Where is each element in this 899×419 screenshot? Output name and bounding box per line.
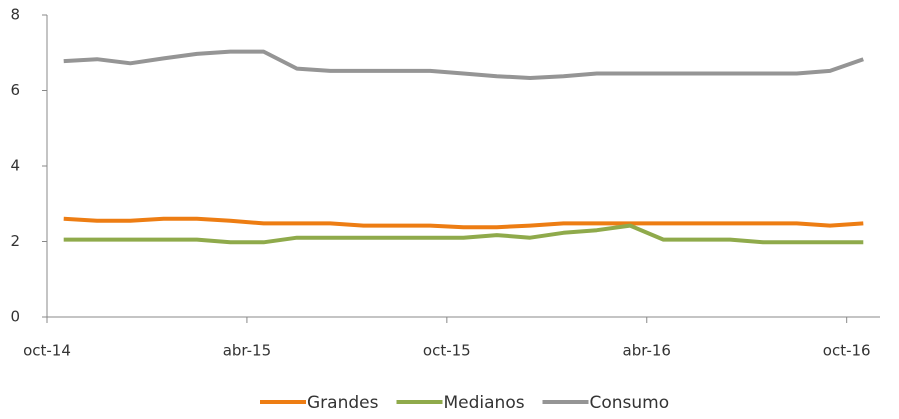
y-tick-label: 2 (10, 232, 20, 250)
y-tick-label: 8 (10, 6, 20, 24)
legend-label: Grandes (307, 393, 379, 413)
legend-label: Medianos (444, 393, 525, 413)
y-tick-label: 0 (10, 308, 20, 326)
line-series (63, 216, 864, 230)
legend-label: Consumo (590, 393, 670, 413)
y-tick-label: 6 (10, 81, 20, 99)
x-tick-label: abr-15 (223, 342, 271, 360)
line-series (63, 49, 864, 80)
x-tick-label: oct-15 (423, 342, 471, 360)
line-series (63, 223, 864, 245)
x-tick-label: oct-16 (823, 342, 871, 360)
x-tick-label: abr-16 (623, 342, 671, 360)
y-tick-label: 4 (10, 157, 20, 175)
x-tick-label: oct-14 (23, 342, 71, 360)
